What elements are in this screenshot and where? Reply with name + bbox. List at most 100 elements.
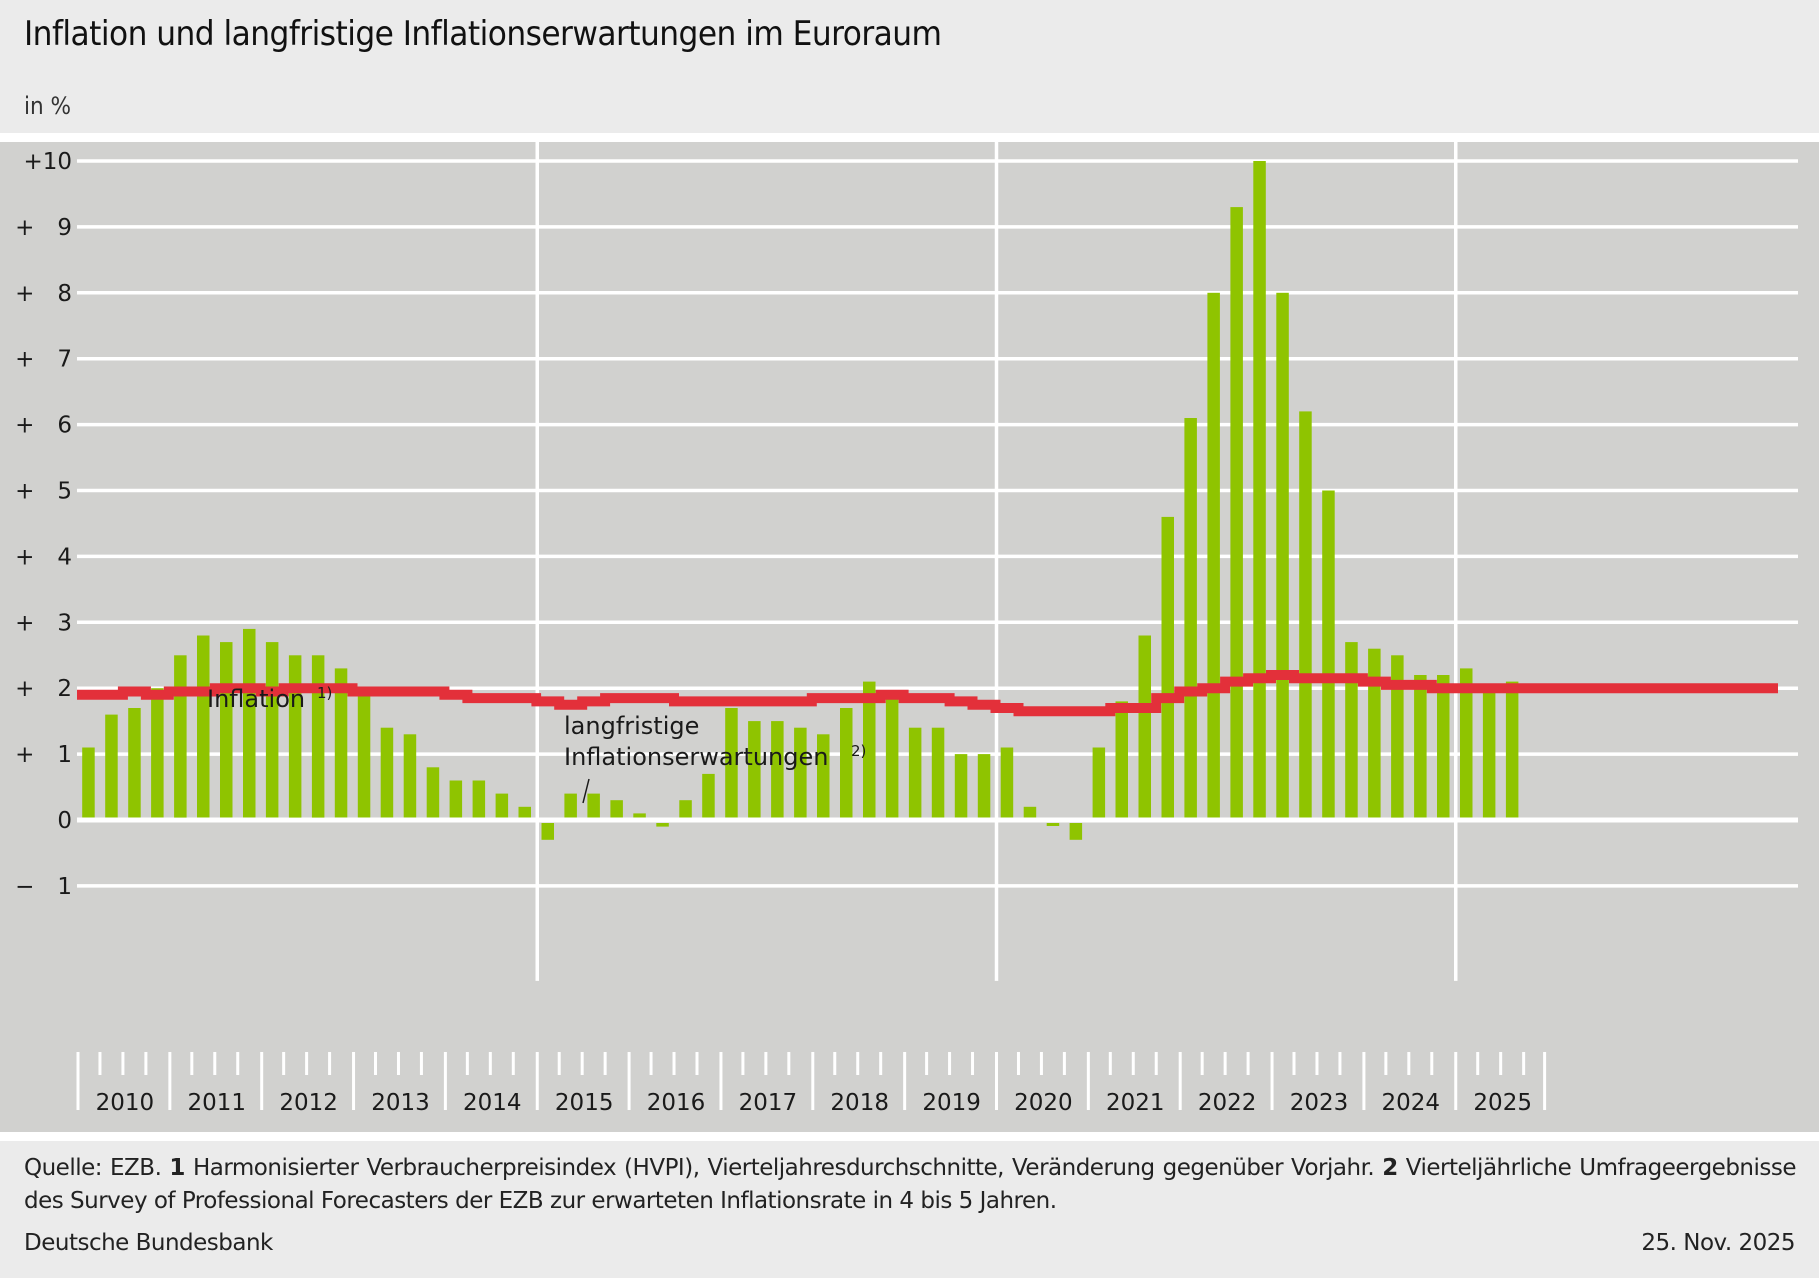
inflation-bar (426, 767, 440, 818)
inflation-bar (518, 806, 531, 818)
footnote-text: Quelle: EZB. 1 Harmonisierter Verbrauche… (24, 1152, 1797, 1218)
y-tick-label: 0 (57, 808, 72, 834)
y-axis-labels: +10 + 9 + 8 + 7 + 6 + 5 + 4 + 3 + 2 + 1 0 − 1 (15, 149, 72, 900)
inflation-bar (702, 773, 715, 818)
inflation-bar (931, 727, 945, 818)
inflation-bar (449, 780, 463, 818)
expectations-line (77, 670, 1778, 717)
y-tick-label: + 5 (15, 479, 72, 505)
x-tick-label-2011: 2011 (188, 1090, 247, 1116)
x-tick-label-2010: 2010 (96, 1090, 155, 1116)
y-tick-label: + 1 (15, 742, 72, 768)
inflation-bar (1138, 635, 1151, 818)
y-tick-label: + 2 (15, 676, 72, 702)
inflation-bar (495, 793, 509, 818)
inflation-bar (863, 681, 876, 818)
source-label: Quelle: EZB. (24, 1155, 170, 1181)
annotation-connector (582, 778, 590, 804)
x-tick-label-2023: 2023 (1290, 1090, 1349, 1116)
inflation-bar (151, 688, 164, 818)
inflation-bar (1161, 516, 1174, 818)
inflation-bar (220, 642, 233, 818)
inflation-bar (1207, 292, 1220, 818)
inflation-bar (288, 655, 302, 818)
inflation-bar (885, 694, 899, 818)
inflation-bar (1482, 688, 1496, 818)
inflation-bar (311, 655, 325, 818)
footnote-1-text: Harmonisierter Verbraucherpreisindex (HV… (184, 1155, 1383, 1181)
x-tick-label-2015: 2015 (555, 1090, 614, 1116)
inflation-bar (1184, 418, 1197, 818)
footnotes: Quelle: EZB. 1 Harmonisierter Verbrauche… (24, 1152, 1797, 1218)
inflation-bar (1276, 292, 1289, 818)
inflation-bar (380, 727, 394, 818)
inflation-bar (1230, 207, 1243, 818)
inflation-bar (82, 747, 95, 818)
inflation-bar (541, 823, 554, 840)
inflation-bars (82, 161, 1519, 840)
inflation-bar (794, 727, 807, 818)
y-tick-label: − 1 (15, 874, 72, 900)
x-tick-label-2013: 2013 (371, 1090, 430, 1116)
x-tick-label-2014: 2014 (463, 1090, 522, 1116)
chart-title: Inflation und langfristige Inflationserw… (24, 14, 942, 54)
inflation-bar (771, 721, 784, 818)
inflation-bar (403, 734, 417, 818)
inflation-bar (1391, 655, 1404, 818)
inflation-bar (656, 823, 669, 827)
inflation-bar (633, 813, 646, 818)
x-tick-label-2025: 2025 (1473, 1090, 1532, 1116)
x-tick-label-2019: 2019 (922, 1090, 981, 1116)
inflation-bar (174, 655, 187, 818)
inflation-bar (610, 800, 623, 818)
inflation-bar (1092, 747, 1106, 818)
y-tick-label: + 8 (15, 281, 72, 307)
inflation-bar (334, 668, 348, 818)
inflation-bar (908, 727, 922, 818)
inflation-bar (1505, 681, 1519, 818)
vertical-gridlines (535, 141, 1458, 981)
inflation-bar (679, 800, 692, 818)
x-tick-label-2016: 2016 (647, 1090, 706, 1116)
inflation-bar (105, 714, 118, 818)
plot-panel (0, 142, 1819, 1132)
publication-date: 25. Nov. 2025 (1641, 1230, 1795, 1256)
annotation-expectations-line2: Inflationserwartungen (564, 743, 828, 771)
annotation-expectations-footnote: 2) (851, 742, 866, 760)
inflation-bar (587, 793, 600, 818)
inflation-bar (1460, 668, 1473, 818)
y-tick-label: + 6 (15, 413, 72, 439)
annotations: Inflation 1) langfristige Inflationserwartu… (207, 684, 866, 804)
horizontal-gridlines (77, 159, 1798, 888)
inflation-bar (954, 754, 968, 818)
separator-top (0, 133, 1819, 142)
y-tick-label: + 9 (15, 215, 72, 241)
inflation-bar (1437, 675, 1450, 818)
unit-label: in % (24, 92, 72, 120)
annotation-inflation: Inflation (207, 685, 305, 713)
inflation-bar (128, 708, 141, 818)
inflation-bar (1414, 675, 1427, 818)
inflation-bar (748, 721, 761, 818)
expectations-line-path (77, 670, 1778, 717)
inflation-bar (817, 734, 830, 818)
inflation-bar (1046, 823, 1060, 826)
x-tick-label-2024: 2024 (1382, 1090, 1441, 1116)
x-tick-label-2017: 2017 (739, 1090, 798, 1116)
x-tick-label-2022: 2022 (1198, 1090, 1257, 1116)
separator-bottom (0, 1132, 1819, 1141)
inflation-bar (1115, 701, 1128, 818)
y-tick-label: + 4 (15, 544, 72, 570)
inflation-bar (1322, 490, 1335, 818)
inflation-bar (357, 694, 371, 818)
inflation-bar (1023, 806, 1037, 818)
inflation-bar (725, 708, 738, 818)
annotation-inflation-footnote: 1) (317, 684, 332, 702)
x-tick-label-2018: 2018 (830, 1090, 889, 1116)
footnote-2-number: 2 (1382, 1155, 1398, 1181)
inflation-bar (472, 780, 486, 818)
organization: Deutsche Bundesbank (24, 1230, 273, 1256)
inflation-bar (197, 635, 210, 818)
y-tick-label: + 7 (15, 347, 72, 373)
